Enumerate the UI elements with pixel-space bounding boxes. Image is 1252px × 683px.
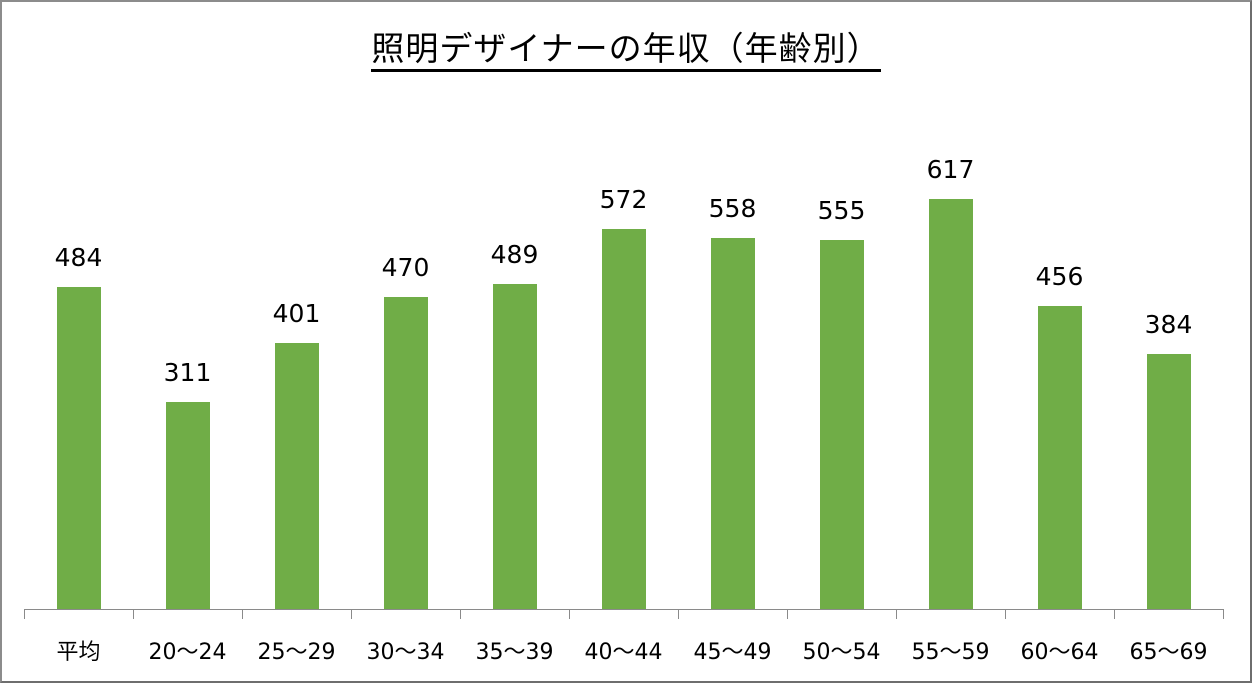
bar — [601, 229, 646, 609]
x-tick-label: 45〜49 — [693, 640, 772, 665]
data-label: 484 — [54, 243, 103, 272]
data-label: 456 — [1035, 262, 1084, 291]
data-label: 489 — [490, 240, 539, 269]
x-tick-label: 60〜64 — [1020, 640, 1099, 665]
bar — [1146, 354, 1191, 609]
x-tick — [1005, 609, 1006, 619]
bar — [274, 343, 319, 609]
x-tick — [133, 609, 134, 619]
bar — [1037, 306, 1082, 609]
x-axis-line — [24, 609, 1223, 610]
bar — [56, 287, 101, 609]
chart-title: 照明デザイナーの年収（年齢別） — [0, 22, 1252, 72]
data-label: 470 — [381, 253, 430, 282]
x-tick — [678, 609, 679, 619]
x-tick-label: 40〜44 — [584, 640, 663, 665]
data-label: 384 — [1144, 310, 1193, 339]
x-tick — [569, 609, 570, 619]
x-tick — [24, 609, 25, 619]
x-tick — [242, 609, 243, 619]
data-label: 558 — [708, 194, 757, 223]
x-tick — [1223, 609, 1224, 619]
x-tick — [460, 609, 461, 619]
x-tick-label: 30〜34 — [366, 640, 445, 665]
data-label: 555 — [817, 196, 866, 225]
x-tick-label: 50〜54 — [802, 640, 881, 665]
bar — [165, 402, 210, 609]
x-tick-label: 平均 — [56, 640, 101, 665]
x-tick — [896, 609, 897, 619]
chart-title-text: 照明デザイナーの年収（年齢別） — [371, 29, 881, 72]
bar — [819, 240, 864, 609]
data-label: 401 — [272, 299, 321, 328]
x-tick — [1114, 609, 1115, 619]
bar — [928, 199, 973, 609]
data-label: 311 — [163, 358, 212, 387]
data-label: 572 — [599, 185, 648, 214]
bar — [383, 297, 428, 609]
x-tick-label: 55〜59 — [911, 640, 990, 665]
x-tick-label: 65〜69 — [1129, 640, 1208, 665]
x-tick — [351, 609, 352, 619]
data-label: 617 — [926, 155, 975, 184]
x-tick-label: 25〜29 — [257, 640, 336, 665]
x-tick-label: 20〜24 — [148, 640, 227, 665]
bar — [492, 284, 537, 609]
x-tick — [787, 609, 788, 619]
bar — [710, 238, 755, 609]
x-tick-label: 35〜39 — [475, 640, 554, 665]
